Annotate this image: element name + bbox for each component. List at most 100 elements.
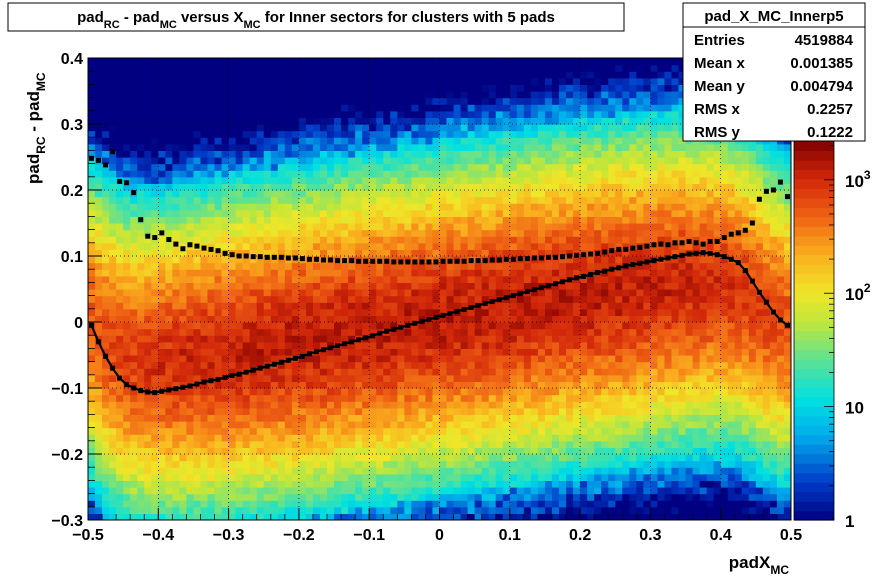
heatmap-cell: [530, 209, 539, 217]
heatmap-cell: [200, 480, 209, 488]
heatmap-cell: [298, 302, 307, 310]
heatmap-cell: [263, 374, 272, 382]
heatmap-cell: [432, 434, 441, 442]
heatmap-cell: [523, 262, 532, 270]
heatmap-cell: [130, 236, 138, 244]
heatmap-cell: [277, 473, 286, 481]
heatmap-cell: [221, 64, 230, 72]
heatmap-cell: [355, 341, 363, 349]
heatmap-cell: [446, 71, 455, 79]
heatmap-cell: [165, 460, 173, 468]
heatmap-cell: [327, 275, 335, 283]
heatmap-cell: [172, 209, 180, 217]
heatmap-cell: [277, 196, 286, 204]
heatmap-cell: [193, 282, 202, 290]
heatmap-cell: [369, 434, 377, 442]
heatmap-cell: [158, 401, 166, 409]
heatmap-cell: [481, 190, 490, 198]
heatmap-cell: [200, 473, 209, 481]
heatmap-cell: [523, 236, 532, 244]
heatmap-cell: [109, 335, 117, 343]
heatmap-cell: [411, 163, 420, 171]
heatmap-cell: [95, 335, 103, 343]
heatmap-cell: [376, 374, 384, 382]
heatmap-cell: [144, 124, 152, 132]
heatmap-cell: [530, 427, 539, 435]
heatmap-cell: [544, 64, 553, 72]
heatmap-cell: [291, 203, 300, 211]
heatmap-cell: [88, 295, 96, 303]
heatmap-cell: [172, 394, 180, 402]
heatmap-cell: [397, 440, 405, 448]
heatmap-cell: [446, 315, 455, 323]
heatmap-cell: [390, 487, 398, 495]
heatmap-cell: [263, 493, 272, 501]
heatmap-cell: [460, 493, 469, 501]
heatmap-cell: [123, 500, 131, 508]
heatmap-cell: [179, 216, 188, 224]
heatmap-cell: [474, 137, 483, 145]
heatmap-cell: [411, 467, 420, 475]
heatmap-cell: [334, 315, 342, 323]
heatmap-cell: [404, 361, 412, 369]
heatmap-cell: [270, 302, 279, 310]
heatmap-cell: [172, 328, 180, 336]
heatmap-cell: [523, 460, 532, 468]
heatmap-cell: [235, 315, 244, 323]
heatmap-cell: [348, 513, 356, 520]
heatmap-cell: [312, 289, 321, 297]
heatmap-cell: [566, 282, 574, 290]
heatmap-cell: [235, 335, 244, 343]
heatmap-cell: [573, 84, 581, 92]
heatmap-cell: [383, 322, 391, 330]
heatmap-cell: [369, 269, 377, 277]
heatmap-cell: [319, 467, 328, 475]
heatmap-cell: [566, 249, 574, 257]
heatmap-cell: [537, 130, 546, 138]
heatmap-cell: [249, 249, 258, 257]
heatmap-cell: [523, 348, 532, 356]
heatmap-cell: [390, 117, 398, 125]
heatmap-cell: [270, 434, 279, 442]
heatmap-cell: [404, 302, 412, 310]
heatmap-cell: [523, 374, 532, 382]
heatmap-cell: [319, 447, 328, 455]
heatmap-cell: [573, 256, 581, 264]
heatmap-cell: [186, 368, 195, 376]
heatmap-cell: [516, 71, 525, 79]
heatmap-cell: [151, 487, 159, 495]
heatmap-cell: [95, 289, 103, 297]
heatmap-cell: [334, 394, 342, 402]
heatmap-cell: [334, 249, 342, 257]
heatmap-cell: [284, 381, 293, 389]
heatmap-cell: [214, 84, 223, 92]
heatmap-cell: [172, 513, 180, 520]
heatmap-cell: [172, 407, 180, 415]
heatmap-cell: [165, 58, 173, 66]
heatmap-cell: [123, 137, 131, 145]
heatmap-cell: [502, 328, 511, 336]
heatmap-cell: [495, 176, 504, 184]
heatmap-cell: [355, 110, 363, 118]
heatmap-cell: [481, 282, 490, 290]
heatmap-cell: [88, 381, 96, 389]
heatmap-cell: [460, 242, 469, 250]
heatmap-cell: [453, 203, 462, 211]
heatmap-cell: [305, 236, 314, 244]
heatmap-cell: [544, 480, 553, 488]
heatmap-cell: [362, 137, 370, 145]
heatmap-cell: [573, 473, 581, 481]
heatmap-cell: [516, 229, 525, 237]
heatmap-cell: [530, 440, 539, 448]
heatmap-cell: [235, 302, 244, 310]
heatmap-cell: [362, 401, 370, 409]
heatmap-cell: [446, 289, 455, 297]
heatmap-cell: [144, 414, 152, 422]
heatmap-cell: [439, 454, 448, 462]
heatmap-cell: [411, 117, 420, 125]
heatmap-cell: [495, 315, 504, 323]
heatmap-cell: [390, 163, 398, 171]
heatmap-cell: [123, 473, 131, 481]
heatmap-cell: [102, 249, 110, 257]
heatmap-cell: [256, 269, 265, 277]
